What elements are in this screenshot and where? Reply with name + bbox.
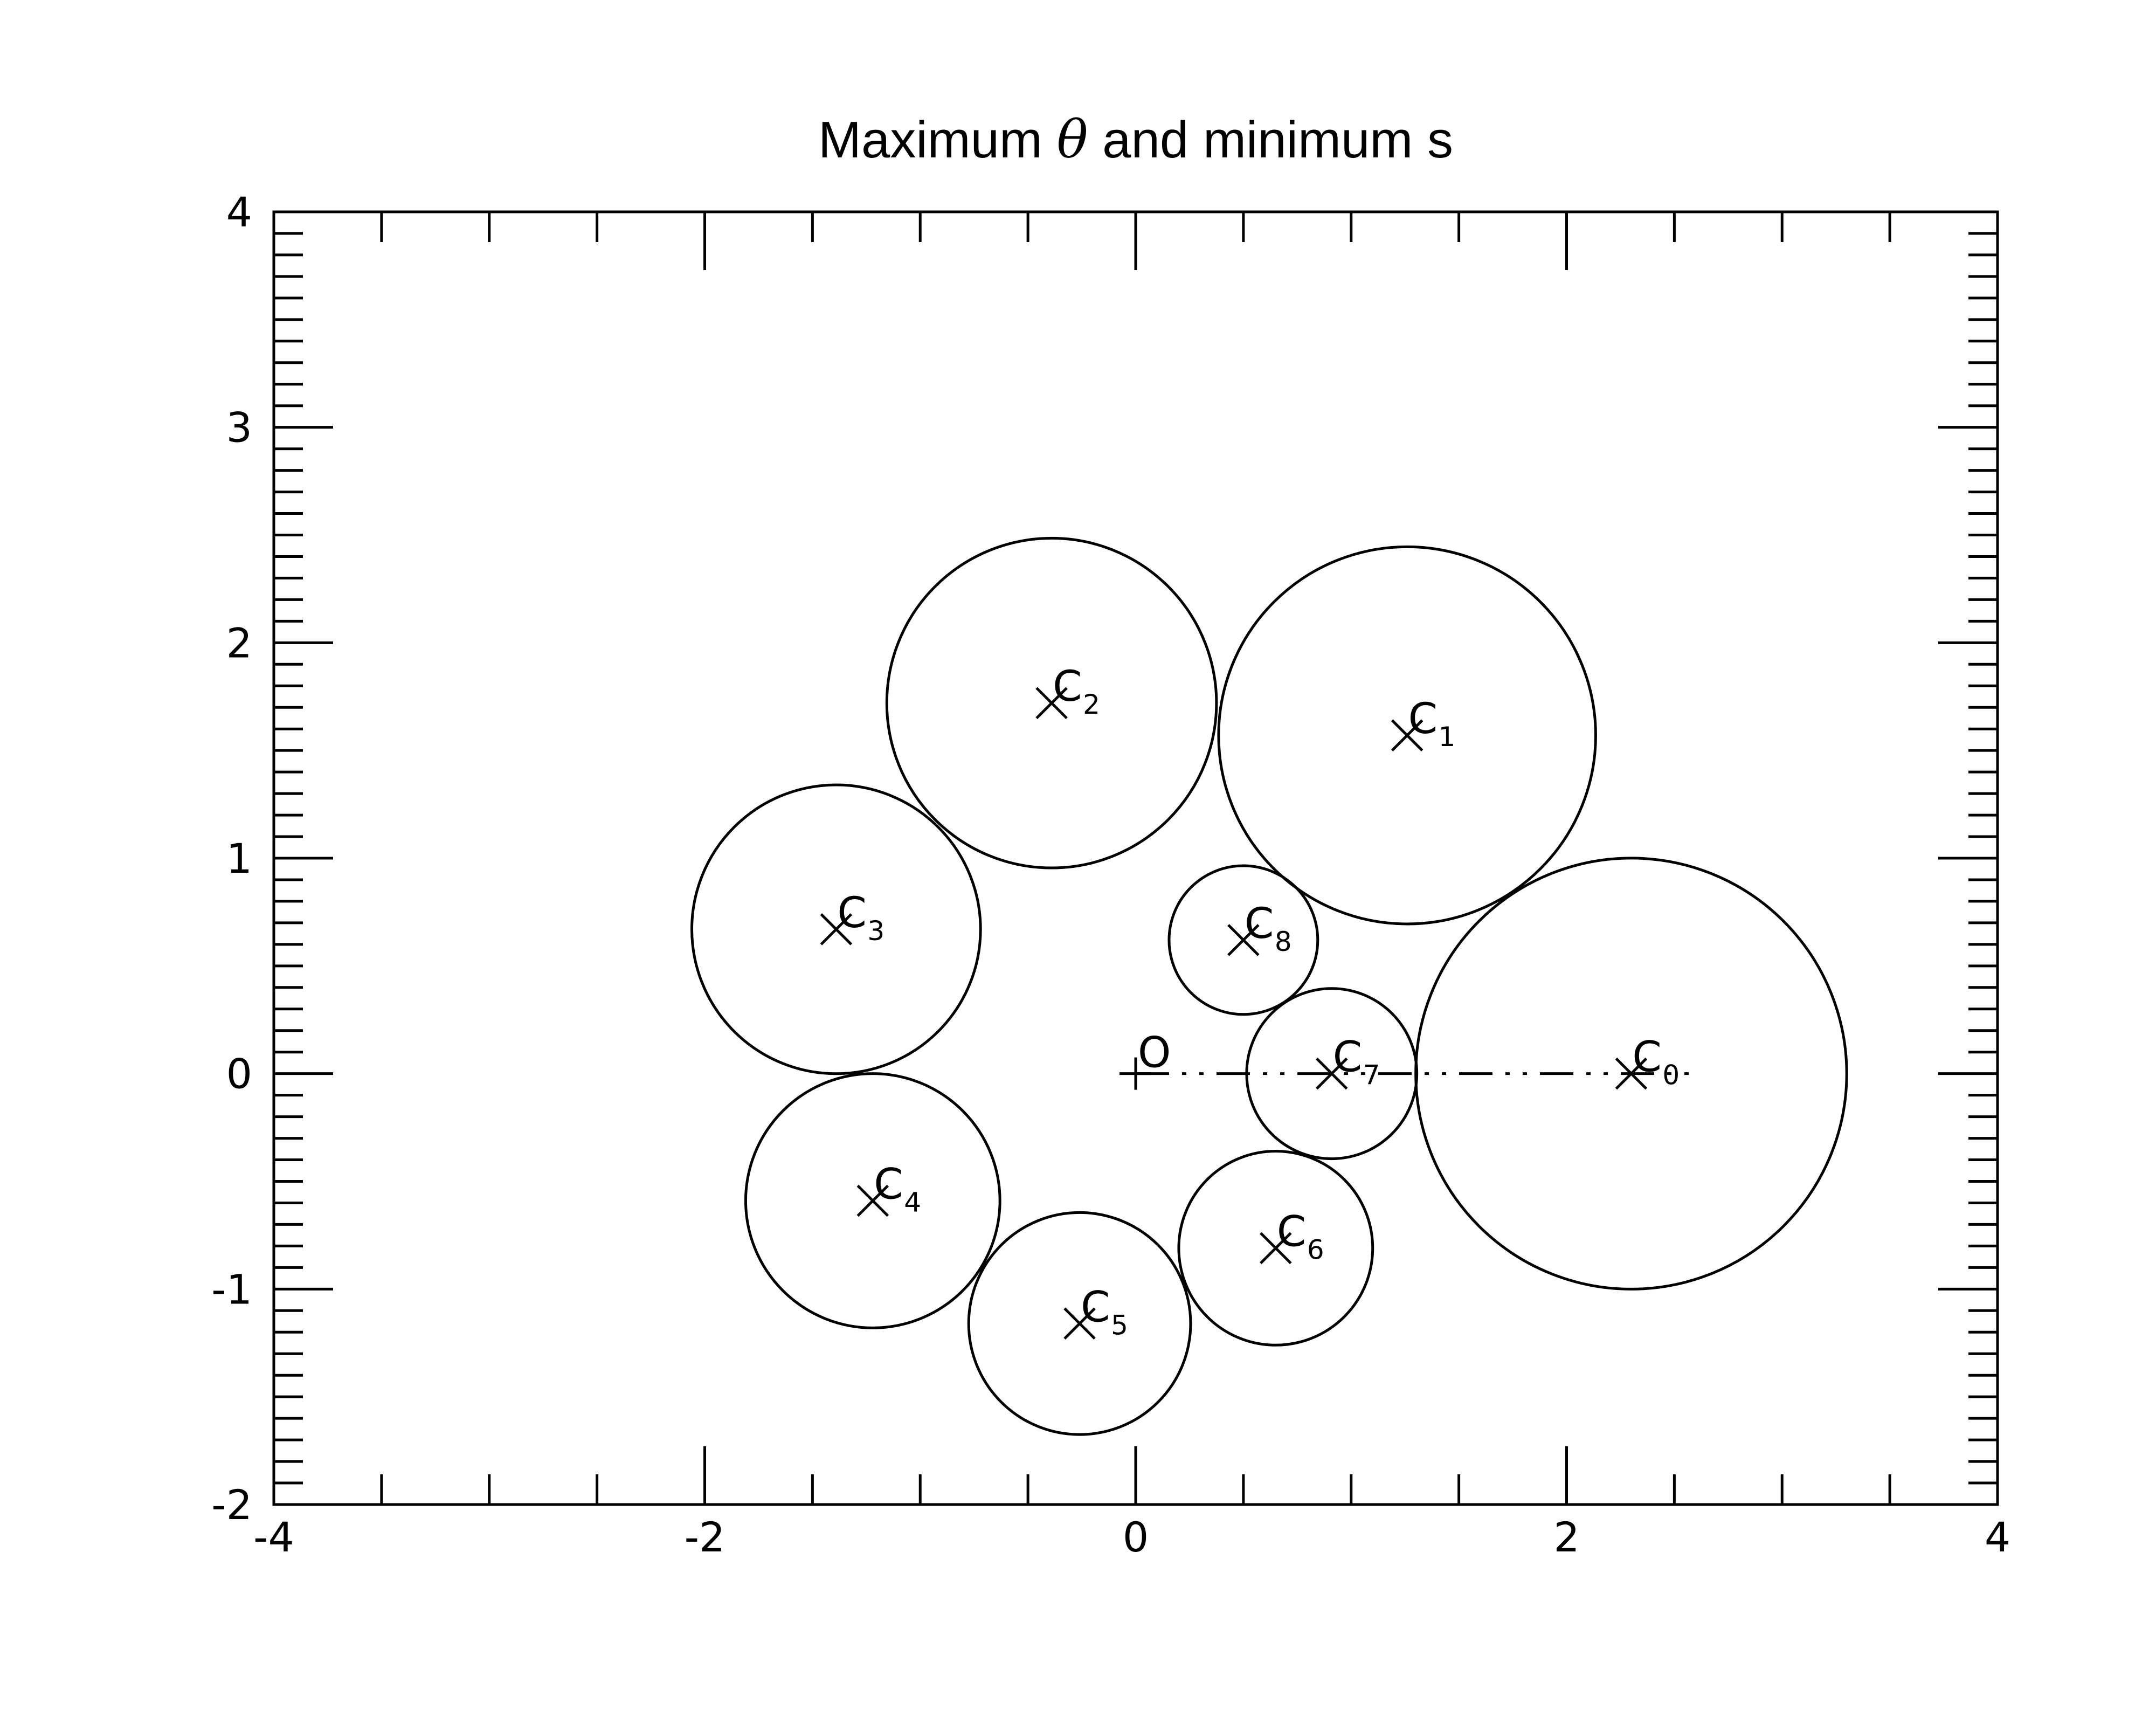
chart-title-prefix: Maximum bbox=[818, 111, 1057, 169]
circle-label-2: C bbox=[1053, 663, 1082, 711]
centre-cross-7 bbox=[1316, 1057, 1348, 1090]
centre-cross-3 bbox=[820, 913, 853, 946]
circle-label-4: C bbox=[874, 1160, 903, 1209]
circle-label-sub-4: 4 bbox=[904, 1186, 921, 1218]
circle-label-8: C bbox=[1245, 900, 1274, 948]
plot-frame bbox=[272, 210, 1999, 1506]
circle-label-1: C bbox=[1408, 695, 1438, 743]
circle-label-sub-0: 0 bbox=[1662, 1060, 1680, 1091]
circle-label-sub-8: 8 bbox=[1275, 926, 1292, 957]
circle-outline-3 bbox=[690, 783, 982, 1075]
y-tick-label: -2 bbox=[211, 1481, 252, 1529]
circle-label-3: C bbox=[837, 889, 866, 937]
centre-cross-4 bbox=[856, 1184, 889, 1217]
circle-label-5: C bbox=[1081, 1283, 1110, 1331]
centre-cross-2 bbox=[1035, 687, 1068, 720]
circle-label-sub-3: 3 bbox=[867, 915, 884, 947]
circle-outline-8 bbox=[1167, 864, 1319, 1016]
y-tick-label: 2 bbox=[226, 619, 252, 667]
circle-label-6: C bbox=[1277, 1208, 1306, 1256]
circle-outline-4 bbox=[744, 1072, 1001, 1329]
circle-label-sub-6: 6 bbox=[1307, 1234, 1324, 1265]
circle-label-7: C bbox=[1333, 1033, 1362, 1082]
y-tick-label: 4 bbox=[226, 188, 252, 236]
chart-title: Maximum θ and minimum s bbox=[818, 109, 1453, 170]
centre-cross-1 bbox=[1391, 719, 1423, 751]
y-tick-label: 3 bbox=[226, 404, 252, 452]
circle-outline-7 bbox=[1245, 987, 1419, 1161]
x-tick-label: -2 bbox=[685, 1513, 725, 1561]
x-tick-label: -4 bbox=[253, 1513, 294, 1561]
y-tick-label: 0 bbox=[226, 1050, 252, 1098]
y-tick-label: -1 bbox=[211, 1265, 252, 1313]
circle-label-sub-7: 7 bbox=[1363, 1060, 1380, 1091]
circle-outline-1 bbox=[1217, 545, 1597, 926]
circle-outline-2 bbox=[885, 536, 1218, 870]
chart-title-suffix: and minimum s bbox=[1088, 111, 1453, 169]
x-tick-label: 2 bbox=[1553, 1513, 1579, 1561]
centre-cross-5 bbox=[1063, 1307, 1096, 1340]
circle-label-sub-5: 5 bbox=[1111, 1309, 1128, 1341]
centre-cross-6 bbox=[1260, 1232, 1292, 1265]
circle-outline-6 bbox=[1177, 1150, 1374, 1347]
circle-label-0: C bbox=[1632, 1033, 1661, 1082]
x-tick-label: 0 bbox=[1123, 1513, 1149, 1561]
centre-cross-0 bbox=[1615, 1057, 1648, 1090]
circle-outline-5 bbox=[967, 1211, 1192, 1436]
circle-label-sub-1: 1 bbox=[1439, 721, 1456, 753]
y-tick-label: 1 bbox=[226, 834, 252, 882]
x-tick-label: 4 bbox=[1985, 1513, 2010, 1561]
chart-title-symbol: θ bbox=[1057, 109, 1088, 170]
centre-cross-8 bbox=[1227, 924, 1260, 956]
circle-label-sub-2: 2 bbox=[1083, 689, 1100, 720]
origin-label: O bbox=[1138, 1029, 1171, 1078]
